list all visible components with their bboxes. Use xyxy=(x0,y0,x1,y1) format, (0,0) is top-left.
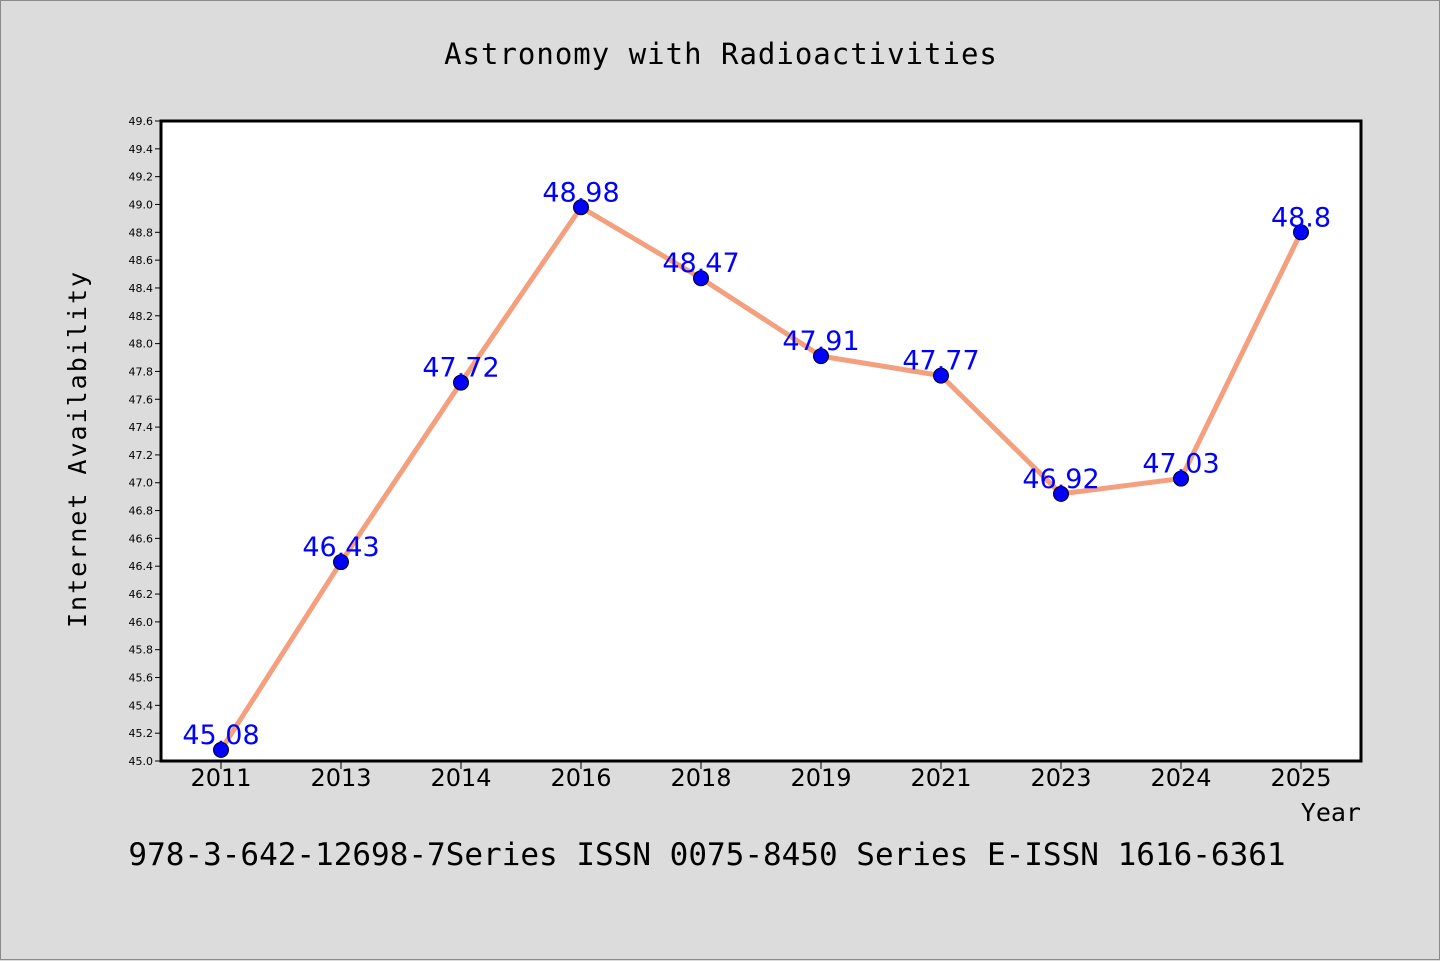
plot-frame xyxy=(159,119,1363,763)
x-tick-label: 2024 xyxy=(1150,764,1211,792)
data-label: 47.91 xyxy=(782,326,859,357)
y-tick-label: 47.0 xyxy=(129,477,154,490)
x-tick-label: 2014 xyxy=(430,764,491,792)
y-tick-label: 45.6 xyxy=(129,672,154,685)
y-tick-label: 48.0 xyxy=(129,338,154,351)
y-tick-label: 47.4 xyxy=(129,421,154,434)
data-label: 46.92 xyxy=(1022,464,1099,495)
series-line xyxy=(218,204,1304,753)
plot-area xyxy=(161,121,1361,761)
data-point xyxy=(453,374,469,391)
data-point xyxy=(333,554,349,571)
y-tick-label: 48.2 xyxy=(129,310,154,323)
data-label: 45.08 xyxy=(182,720,259,751)
y-tick-label: 49.0 xyxy=(129,198,154,211)
footer-text: 978-3-642-12698-7Series ISSN 0075-8450 S… xyxy=(128,837,1285,873)
x-tick-label: 2019 xyxy=(790,764,851,792)
data-point xyxy=(1053,485,1069,502)
x-axis-ticks: 2011 2013 2014 2016 2018 2019 2021 2023 2024 2025 xyxy=(190,761,1332,792)
x-tick-label: 2021 xyxy=(910,764,971,792)
y-tick-label: 48.8 xyxy=(129,226,154,239)
x-tick-label: 2023 xyxy=(1030,764,1091,792)
y-axis-ticks: 45.0 45.2 45.4 45.6 45.8 46.0 46.2 46.4 46.6 46.8… xyxy=(129,115,161,768)
data-label: 48.8 xyxy=(1271,202,1331,233)
data-label: 47.77 xyxy=(902,346,979,377)
data-point xyxy=(933,367,949,384)
x-tick-label: 2018 xyxy=(670,764,731,792)
x-tick-label: 2013 xyxy=(310,764,371,792)
y-tick-label: 46.0 xyxy=(129,616,154,629)
y-tick-label: 47.8 xyxy=(129,365,154,378)
data-point xyxy=(1293,224,1309,241)
x-axis-label: Year xyxy=(1301,798,1361,827)
y-tick-label: 48.6 xyxy=(129,254,154,267)
y-tick-label: 46.4 xyxy=(129,560,154,573)
y-tick-label: 46.6 xyxy=(129,532,154,545)
y-tick-label: 46.8 xyxy=(129,505,154,518)
y-tick-label: 48.4 xyxy=(129,282,154,295)
data-point xyxy=(693,270,709,287)
y-tick-label: 49.2 xyxy=(129,171,154,184)
data-markers xyxy=(213,199,1309,758)
data-label: 47.03 xyxy=(1142,449,1219,480)
data-label: 47.72 xyxy=(422,353,499,384)
data-point xyxy=(213,741,229,758)
y-tick-label: 46.2 xyxy=(129,588,154,601)
y-tick-label: 47.6 xyxy=(129,393,154,406)
y-tick-label: 45.2 xyxy=(129,727,154,740)
y-tick-label: 49.4 xyxy=(129,143,154,156)
x-tick-label: 2011 xyxy=(190,764,251,792)
y-tick-label: 45.8 xyxy=(129,644,154,657)
data-point xyxy=(813,348,829,365)
y-tick-label: 47.2 xyxy=(129,449,154,462)
data-label: 46.43 xyxy=(302,532,379,563)
y-tick-label: 49.6 xyxy=(129,115,154,128)
data-label: 48.47 xyxy=(662,248,739,279)
chart-title: Astronomy with Radioactivities xyxy=(444,37,998,71)
data-label: 48.98 xyxy=(542,177,619,208)
series-line-group xyxy=(218,204,1304,753)
data-point xyxy=(1173,470,1189,487)
y-tick-label: 45.0 xyxy=(129,755,154,768)
y-tick-label: 45.4 xyxy=(129,699,154,712)
y-axis-label: Internet Availability xyxy=(63,270,92,628)
data-labels: 45.08 46.43 47.72 48.98 48.47 47.91 47.77 46.92… xyxy=(182,177,1331,751)
data-point xyxy=(573,199,589,216)
x-tick-label: 2016 xyxy=(550,764,611,792)
x-tick-label: 2025 xyxy=(1270,764,1331,792)
